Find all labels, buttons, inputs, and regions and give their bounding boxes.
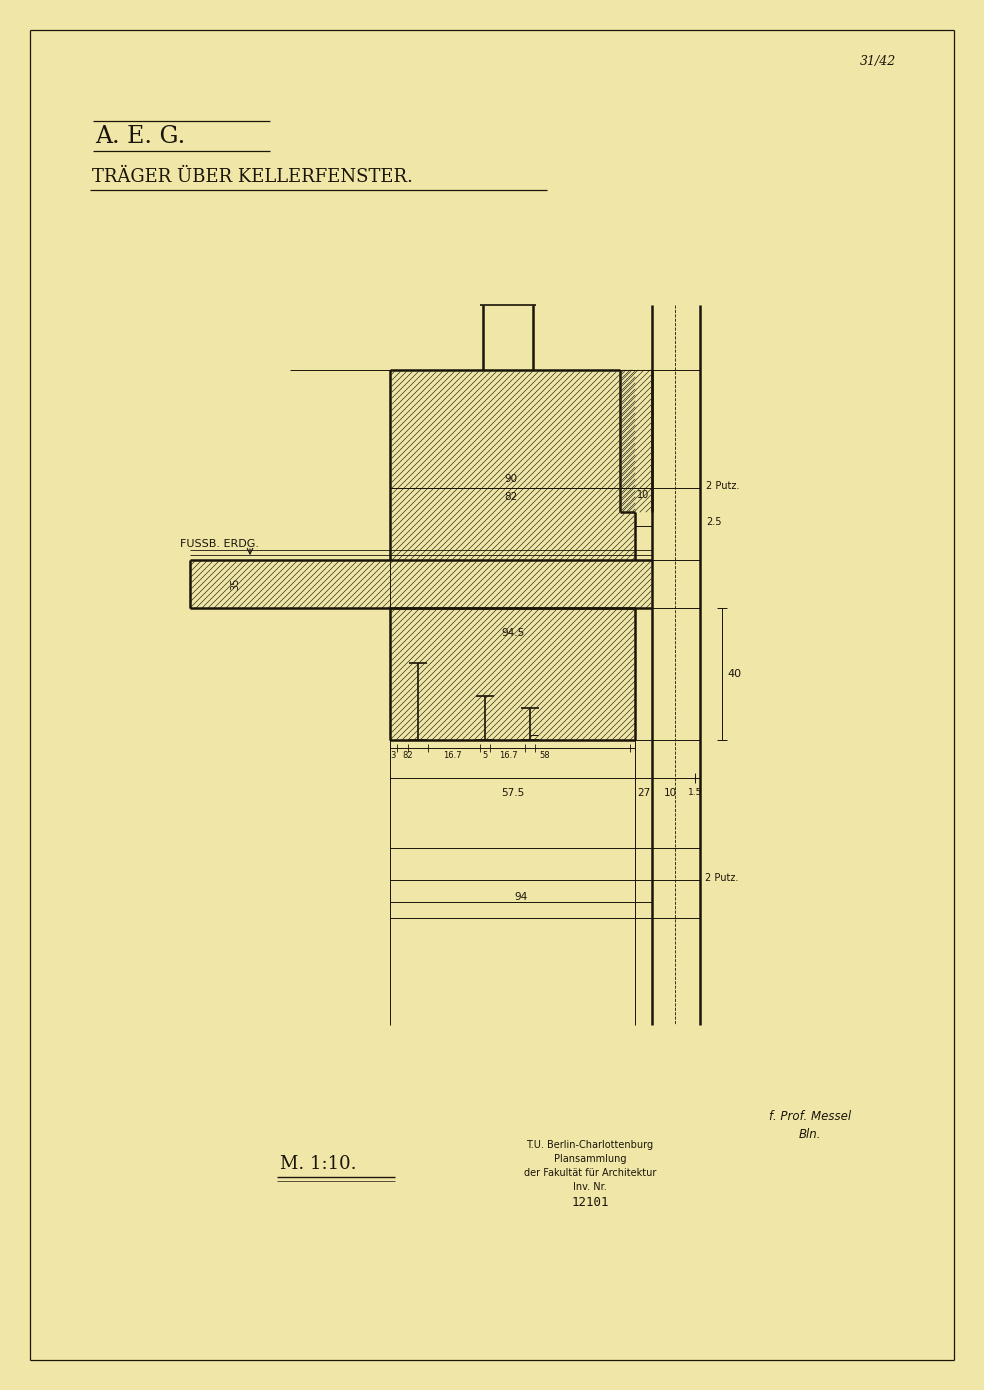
Text: 27: 27 <box>637 788 650 798</box>
Text: 40: 40 <box>727 669 741 678</box>
Text: 3: 3 <box>391 751 396 760</box>
Text: 57.5: 57.5 <box>501 788 524 798</box>
Text: 12101: 12101 <box>572 1195 609 1209</box>
Text: 94.5: 94.5 <box>501 628 524 638</box>
Text: 1.5: 1.5 <box>688 788 703 796</box>
Text: der Fakultät für Architektur: der Fakultät für Architektur <box>523 1168 656 1177</box>
Text: 82: 82 <box>505 492 518 502</box>
Text: Plansammlung: Plansammlung <box>554 1154 626 1163</box>
Text: f. Prof. Messel: f. Prof. Messel <box>769 1111 851 1123</box>
Text: Inv. Nr.: Inv. Nr. <box>573 1182 607 1193</box>
Text: 2 Putz.: 2 Putz. <box>706 481 739 491</box>
Text: 16.7: 16.7 <box>443 751 461 760</box>
Text: M. 1:10.: M. 1:10. <box>280 1155 356 1173</box>
Text: 2 Putz.: 2 Putz. <box>705 873 738 883</box>
Text: 10: 10 <box>663 788 677 798</box>
Text: FUSSB. ERDG.: FUSSB. ERDG. <box>180 539 259 549</box>
Text: 2.5: 2.5 <box>706 517 721 527</box>
Text: 82: 82 <box>402 751 413 760</box>
Text: 31/42: 31/42 <box>860 56 896 68</box>
Text: 5: 5 <box>482 751 488 760</box>
Text: 10: 10 <box>638 491 649 500</box>
Text: 35: 35 <box>230 578 240 591</box>
Text: 58: 58 <box>539 751 550 760</box>
Text: Bln.: Bln. <box>799 1129 822 1141</box>
Text: 16.7: 16.7 <box>499 751 518 760</box>
Text: 94: 94 <box>515 892 527 902</box>
Text: TRÄGER ÜBER KELLERFENSTER.: TRÄGER ÜBER KELLERFENSTER. <box>92 168 413 186</box>
Text: A. E. G.: A. E. G. <box>95 125 185 147</box>
Text: T.U. Berlin-Charlottenburg: T.U. Berlin-Charlottenburg <box>526 1140 653 1150</box>
Text: 90: 90 <box>505 474 518 484</box>
